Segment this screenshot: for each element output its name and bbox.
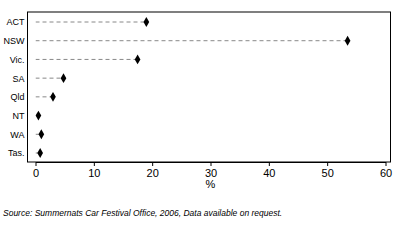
x-tick: 40: [263, 162, 275, 179]
y-tick: NT: [13, 111, 25, 121]
y-tick: Vic.: [10, 55, 25, 65]
x-tick-label: 50: [322, 167, 334, 179]
x-tick-label: 40: [263, 167, 275, 179]
category-label: WA: [10, 130, 24, 140]
x-tick: 20: [147, 162, 159, 179]
dot: [50, 92, 56, 102]
category-label: Vic.: [10, 55, 25, 65]
x-tick-mark: [327, 162, 328, 166]
x-tick-mark: [269, 162, 270, 166]
category-label: NT: [13, 111, 25, 121]
dot: [36, 111, 42, 121]
y-tick: SA: [12, 74, 24, 84]
x-tick: 30: [205, 162, 217, 179]
y-tick: NSW: [4, 36, 26, 46]
x-tick-mark: [211, 162, 212, 166]
x-tick-mark: [36, 162, 37, 166]
leader-line: [36, 59, 138, 60]
x-tick: 60: [380, 162, 392, 179]
x-tick: 0: [33, 162, 39, 179]
category-label: NSW: [4, 36, 26, 46]
category-label: Tas.: [8, 148, 25, 158]
x-axis-title: %: [206, 178, 216, 190]
x-tick-label: 10: [88, 167, 100, 179]
dot: [345, 36, 351, 46]
leader-line: [36, 40, 348, 41]
plot-frame: [28, 12, 391, 162]
y-tick: ACT: [7, 17, 26, 27]
x-axis: 0 10 20 30 40 50 60: [33, 162, 392, 179]
dot: [61, 73, 67, 83]
dot: [38, 129, 44, 139]
x-tick-label: 30: [205, 167, 217, 179]
category-label: ACT: [7, 17, 26, 27]
leader-line: [36, 22, 147, 23]
x-tick: 10: [88, 162, 100, 179]
dot: [37, 148, 43, 158]
y-tick: Tas.: [8, 148, 25, 158]
y-tick: WA: [10, 130, 24, 140]
chart: 0 10 20 30 40 50 60 ACT NSW Vic. SA Qld NT WA Tas.% Sou…: [0, 0, 397, 227]
category-label: Qld: [10, 92, 24, 102]
dot: [143, 17, 149, 27]
x-tick-label: 20: [147, 167, 159, 179]
x-tick-label: 0: [33, 167, 39, 179]
source-note: Source: Summernats Car Festival Office, …: [3, 208, 282, 218]
marks: [36, 17, 351, 158]
x-tick: 50: [322, 162, 334, 179]
y-axis: ACT NSW Vic. SA Qld NT WA Tas.: [4, 17, 26, 158]
x-tick-label: 60: [380, 167, 392, 179]
y-tick: Qld: [10, 92, 24, 102]
x-tick-mark: [94, 162, 95, 166]
x-tick-mark: [386, 162, 387, 166]
category-label: SA: [12, 74, 24, 84]
leader-line: [36, 78, 64, 79]
x-tick-mark: [152, 162, 153, 166]
dot: [135, 55, 141, 65]
